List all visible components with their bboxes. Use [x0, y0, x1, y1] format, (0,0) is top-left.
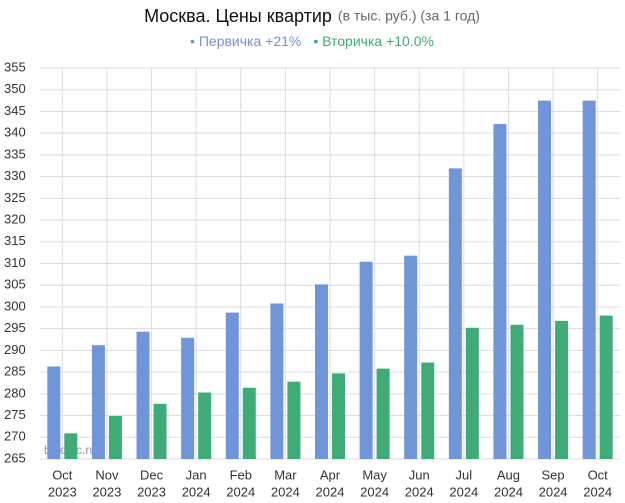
x-tick-label: 2024: [226, 484, 255, 499]
y-tick-label: 295: [4, 320, 26, 335]
x-tick-label: Apr: [320, 467, 341, 482]
x-tick-label: 2024: [583, 484, 612, 499]
y-tick-label: 345: [4, 103, 26, 118]
bar: [270, 303, 284, 459]
x-tick-label: 2024: [449, 484, 478, 499]
bar: [91, 345, 105, 459]
x-tick-label: 2024: [271, 484, 300, 499]
bar: [225, 312, 239, 459]
x-tick-label: 2024: [360, 484, 389, 499]
bar: [153, 403, 167, 459]
x-tick-label: Jan: [186, 467, 207, 482]
bar: [599, 315, 613, 459]
y-tick-label: 275: [4, 407, 26, 422]
y-tick-label: 315: [4, 233, 26, 248]
bar: [538, 100, 552, 459]
bar: [198, 392, 212, 459]
bar: [332, 373, 345, 459]
x-tick-label: 2024: [539, 484, 568, 499]
legend-entry: Первичка +21%: [199, 33, 302, 49]
bar: [448, 168, 462, 459]
y-tick-label: 325: [4, 190, 26, 205]
y-tick-label: 330: [4, 168, 26, 183]
y-tick-label: 270: [4, 429, 26, 444]
bar: [555, 320, 569, 459]
bar: [315, 284, 328, 459]
legend: • Первичка +21% • Вторичка +10.0%: [190, 33, 434, 49]
x-tick-label: Oct: [52, 467, 73, 482]
y-tick-label: 310: [4, 255, 26, 270]
legend-bullet: •: [313, 33, 322, 49]
x-tick-label: 2024: [182, 484, 211, 499]
y-tick-label: 300: [4, 298, 26, 313]
x-tick-label: 2024: [405, 484, 434, 499]
x-tick-label: Mar: [274, 467, 297, 482]
bar: [47, 366, 61, 459]
chart-subtitle: (в тыс. руб.) (за 1 год): [338, 8, 480, 24]
chart-title: Москва. Цены квартир: [144, 6, 332, 26]
bar: [359, 261, 373, 459]
y-tick-label: 340: [4, 125, 26, 140]
y-tick-label: 290: [4, 342, 26, 357]
y-tick-label: 350: [4, 81, 26, 96]
x-tick-label: May: [362, 467, 387, 482]
x-tick-label: Aug: [497, 467, 520, 482]
bar: [108, 415, 122, 459]
x-tick-label: Sep: [542, 467, 565, 482]
x-tick-label: 2023: [92, 484, 121, 499]
bar: [404, 255, 418, 459]
x-tick-label: Nov: [95, 467, 119, 482]
y-tick-label: 265: [4, 450, 26, 465]
bar: [421, 362, 435, 459]
x-tick-label: 2023: [48, 484, 77, 499]
x-tick-label: Jun: [409, 467, 430, 482]
x-tick-label: Jul: [456, 467, 473, 482]
bar: [493, 124, 507, 459]
x-tick-label: 2024: [494, 484, 523, 499]
bar: [242, 387, 256, 459]
y-tick-label: 335: [4, 146, 26, 161]
bar: [181, 337, 195, 459]
y-tick-label: 320: [4, 211, 26, 226]
y-tick-label: 355: [4, 59, 26, 74]
bar: [465, 327, 479, 459]
bar: [376, 368, 390, 459]
bar: [136, 331, 150, 459]
y-tick-label: 305: [4, 277, 26, 292]
bar: [64, 433, 78, 459]
y-tick-label: 285: [4, 364, 26, 379]
y-tick-label: 280: [4, 385, 26, 400]
x-tick-label: Oct: [588, 467, 609, 482]
bar: [287, 381, 301, 459]
legend-bullet: •: [190, 33, 199, 49]
legend-entry: Вторичка +10.0%: [322, 33, 434, 49]
x-tick-label: 2023: [137, 484, 166, 499]
bar: [582, 100, 596, 459]
bar: [510, 324, 524, 459]
x-tick-label: 2024: [316, 484, 345, 499]
x-tick-label: Dec: [140, 467, 164, 482]
x-tick-label: Feb: [230, 467, 252, 482]
